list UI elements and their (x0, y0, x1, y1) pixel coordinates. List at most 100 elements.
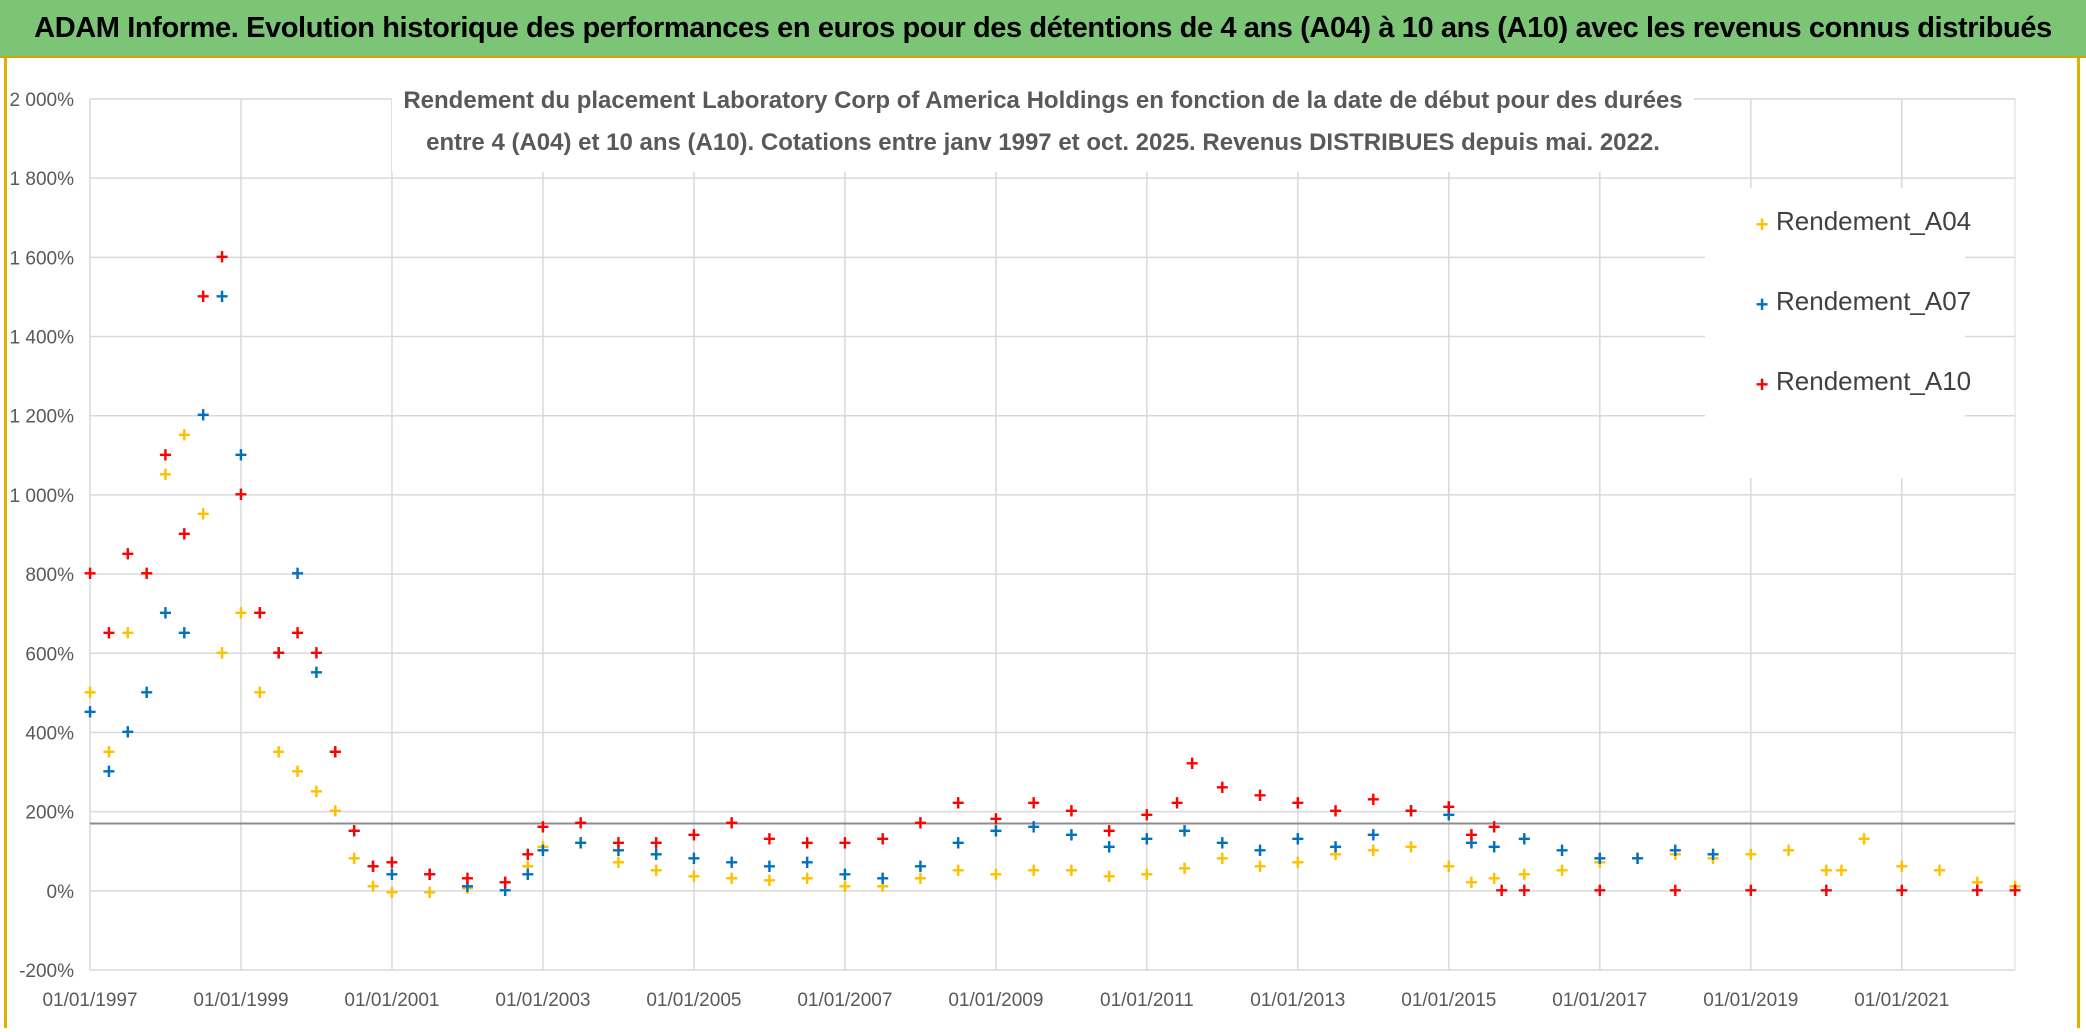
point-Rendement_A10-18: + (461, 866, 474, 891)
point-Rendement_A04-29: + (838, 874, 851, 899)
point-Rendement_A04-46: + (1465, 870, 1478, 895)
point-Rendement_A07-3: + (140, 680, 153, 705)
point-Rendement_A07-34: + (1027, 814, 1040, 839)
point-Rendement_A04-62: + (2009, 874, 2022, 899)
point-Rendement_A07-37: + (1140, 826, 1153, 851)
y-tick-label-0: 2 000% (10, 90, 75, 111)
point-Rendement_A10-50: + (1518, 878, 1531, 903)
point-Rendement_A07-19: + (499, 878, 512, 903)
chart-title-line-1: Rendement du placement Laboratory Corp o… (403, 87, 1682, 114)
point-Rendement_A04-4: + (159, 462, 172, 487)
point-Rendement_A10-39: + (1186, 751, 1199, 776)
point-Rendement_A10-45: + (1405, 799, 1418, 824)
point-Rendement_A07-38: + (1178, 818, 1191, 843)
legend-marker-a07: + (1756, 292, 1769, 317)
point-Rendement_A04-60: + (1933, 858, 1946, 883)
data-points: + + + + + + + + + + + + + + + + + + + + + + + + + + + + + + + + + + + + + + + +… (84, 244, 2022, 904)
point-Rendement_A10-1: + (102, 620, 115, 645)
y-tick-label-3: 1 400% (10, 328, 75, 349)
report-banner-title: ADAM Informe. Evolution historique des p… (0, 0, 2086, 58)
x-tick-label-12: 01/01/2021 (1854, 990, 1949, 1011)
point-Rendement_A10-56: + (1971, 878, 1984, 903)
point-Rendement_A07-36: + (1103, 834, 1116, 859)
point-Rendement_A04-7: + (216, 640, 229, 665)
point-Rendement_A10-30: + (876, 826, 889, 851)
point-Rendement_A10-55: + (1895, 878, 1908, 903)
point-Rendement_A04-45: + (1442, 854, 1455, 879)
point-Rendement_A07-1: + (102, 759, 115, 784)
y-tick-label-6: 800% (25, 565, 74, 586)
point-Rendement_A07-46: + (1465, 830, 1478, 855)
point-Rendement_A04-12: + (310, 779, 323, 804)
legend-label-a04: Rendement_A04 (1776, 206, 1971, 236)
point-Rendement_A07-25: + (687, 846, 700, 871)
point-Rendement_A04-47: + (1488, 866, 1501, 891)
point-Rendement_A07-53: + (1707, 842, 1720, 867)
point-Rendement_A04-22: + (574, 830, 587, 855)
legend-backdrop (1705, 188, 1965, 478)
y-tick-label-5: 1 000% (10, 486, 75, 507)
point-Rendement_A04-6: + (197, 502, 210, 527)
point-Rendement_A07-12: + (310, 660, 323, 685)
point-Rendement_A04-36: + (1103, 864, 1116, 889)
point-Rendement_A10-28: + (801, 830, 814, 855)
point-Rendement_A07-48: + (1518, 826, 1531, 851)
x-tick-label-0: 01/01/1997 (42, 990, 137, 1011)
x-tick-label-1: 01/01/1999 (193, 990, 288, 1011)
point-Rendement_A07-0: + (84, 700, 97, 725)
x-tick-label-2: 01/01/2001 (344, 990, 439, 1011)
point-Rendement_A07-2: + (121, 719, 134, 744)
y-tick-label-4: 1 200% (10, 407, 75, 428)
x-tick-label-6: 01/01/2009 (948, 990, 1043, 1011)
point-Rendement_A04-44: + (1405, 834, 1418, 859)
point-Rendement_A04-42: + (1329, 842, 1342, 867)
chart-title-backdrop (392, 76, 1694, 172)
series-Rendement_A10: + + + + + + + + + + + + + + + + + + + + + + + + + + + + + + + + + + + + + + + +… (84, 244, 2022, 902)
point-Rendement_A10-42: + (1291, 791, 1304, 816)
x-tick-label-9: 01/01/2015 (1401, 990, 1496, 1011)
point-Rendement_A04-49: + (1556, 858, 1569, 883)
y-tick-label-10: 0% (47, 882, 75, 903)
point-Rendement_A04-13: + (329, 799, 342, 824)
point-Rendement_A04-56: + (1820, 858, 1833, 883)
point-Rendement_A07-43: + (1367, 822, 1380, 847)
point-Rendement_A07-52: + (1669, 838, 1682, 863)
point-Rendement_A10-10: + (272, 640, 285, 665)
point-Rendement_A04-38: + (1178, 856, 1191, 881)
point-Rendement_A10-51: + (1593, 878, 1606, 903)
point-Rendement_A07-22: + (574, 830, 587, 855)
point-Rendement_A04-51: + (1631, 846, 1644, 871)
point-Rendement_A04-25: + (687, 864, 700, 889)
point-Rendement_A10-33: + (989, 807, 1002, 832)
x-tick-label-7: 01/01/2011 (1100, 990, 1194, 1011)
point-Rendement_A07-39: + (1216, 830, 1229, 855)
point-Rendement_A04-18: + (461, 876, 474, 901)
point-Rendement_A07-4: + (159, 601, 172, 626)
point-Rendement_A04-59: + (1895, 854, 1908, 879)
point-Rendement_A04-23: + (612, 850, 625, 875)
point-Rendement_A07-15: + (367, 854, 380, 879)
point-Rendement_A07-33: + (989, 818, 1002, 843)
point-Rendement_A07-31: + (914, 854, 927, 879)
point-Rendement_A04-5: + (178, 423, 191, 448)
point-Rendement_A10-19: + (499, 870, 512, 895)
chart-grid (89, 98, 2016, 971)
point-Rendement_A07-8: + (235, 442, 248, 467)
point-Rendement_A07-51: + (1631, 846, 1644, 871)
point-Rendement_A04-0: + (84, 680, 97, 705)
point-Rendement_A04-39: + (1216, 846, 1229, 871)
point-Rendement_A07-13: + (329, 739, 342, 764)
legend-label-a07: Rendement_A07 (1776, 286, 1971, 316)
point-Rendement_A10-57: + (2009, 878, 2022, 903)
point-Rendement_A04-33: + (989, 862, 1002, 887)
point-Rendement_A04-20: + (521, 854, 534, 879)
point-Rendement_A04-58: + (1858, 826, 1871, 851)
point-Rendement_A10-35: + (1065, 799, 1078, 824)
series-Rendement_A07: + + + + + + + + + + + + + + + + + + + + + + + + + + + + + + + + + + + + + + + +… (84, 284, 1720, 903)
point-Rendement_A04-11: + (291, 759, 304, 784)
point-Rendement_A07-11: + (291, 561, 304, 586)
x-tick-label-11: 01/01/2019 (1703, 990, 1798, 1011)
point-Rendement_A04-2: + (121, 620, 134, 645)
y-tick-label-2: 1 600% (10, 248, 75, 269)
point-Rendement_A04-30: + (876, 874, 889, 899)
